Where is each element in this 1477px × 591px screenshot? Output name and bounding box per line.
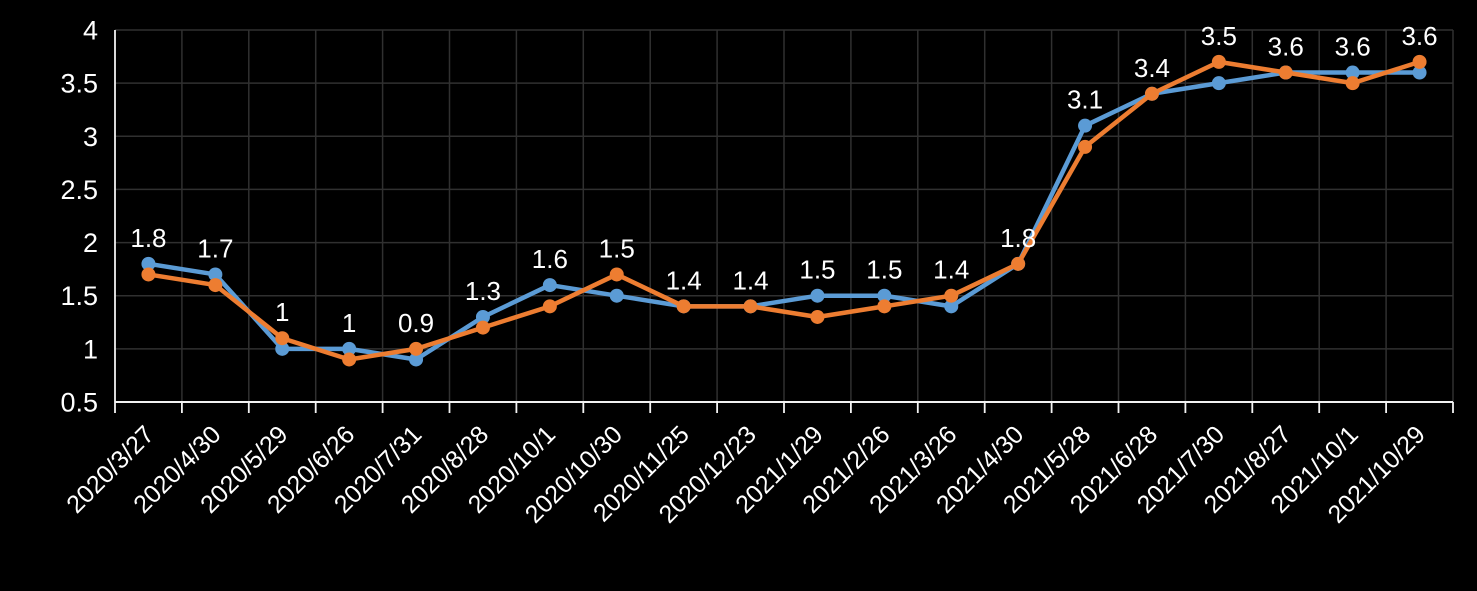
y-tick-label: 4 [83, 16, 98, 46]
orange-series-marker [1144, 86, 1159, 101]
blue-series-marker [1211, 76, 1226, 91]
orange-series-marker [275, 331, 290, 346]
y-tick-label: 3 [83, 122, 98, 152]
orange-series-marker [743, 299, 758, 314]
data-label: 3.6 [1401, 21, 1437, 51]
orange-series-marker [342, 352, 357, 367]
y-tick-label: 2.5 [60, 175, 98, 205]
orange-series-marker [1412, 54, 1427, 69]
data-label: 1.7 [197, 233, 233, 263]
orange-series-marker [141, 267, 156, 282]
data-label: 0.9 [398, 308, 434, 338]
data-label: 1.4 [933, 255, 969, 285]
blue-series-marker [141, 256, 156, 271]
data-label: 1.5 [866, 255, 902, 285]
blue-series-marker [609, 288, 624, 303]
blue-series-marker [944, 299, 959, 314]
data-label: 1.4 [732, 265, 768, 295]
orange-series-marker [208, 278, 223, 293]
data-label: 1.3 [465, 276, 501, 306]
blue-series-marker [275, 341, 290, 356]
blue-series-line [146, 70, 1422, 362]
y-tick-label: 2 [83, 228, 98, 258]
data-label: 3.5 [1201, 21, 1237, 51]
blue-series-marker [877, 288, 892, 303]
blue-series-marker [1078, 118, 1093, 133]
blue-series-marker [542, 278, 557, 293]
blue-series-marker [810, 288, 825, 303]
blue-series-marker [409, 352, 424, 367]
data-label: 1.4 [666, 265, 702, 295]
data-label: 1 [275, 297, 289, 327]
blue-series-marker [1345, 65, 1360, 80]
data-label: 3.6 [1335, 32, 1371, 62]
data-label: 1.6 [532, 244, 568, 274]
orange-series-line [146, 59, 1422, 362]
orange-series-marker [944, 288, 959, 303]
data-label: 1 [342, 308, 356, 338]
data-label: 1.5 [799, 255, 835, 285]
orange-series-marker [877, 299, 892, 314]
y-tick-label: 1 [83, 334, 98, 364]
orange-series-marker [1011, 256, 1026, 271]
y-tick-label: 0.5 [60, 388, 98, 418]
orange-series-marker [1345, 76, 1360, 91]
orange-series-marker [542, 299, 557, 314]
blue-series-marker [475, 309, 490, 324]
orange-series-marker [409, 341, 424, 356]
orange-series-marker [1211, 54, 1226, 69]
data-label: 3.4 [1134, 53, 1170, 83]
y-tick-label: 1.5 [60, 281, 98, 311]
orange-series-marker [1278, 65, 1293, 80]
y-tick-label: 3.5 [60, 69, 98, 99]
orange-series-marker [475, 320, 490, 335]
orange-series-marker [1078, 139, 1093, 154]
blue-series-marker [208, 267, 223, 282]
blue-series-marker [342, 341, 357, 356]
data-label: 3.6 [1268, 32, 1304, 62]
data-label: 1.5 [599, 233, 635, 263]
orange-series-marker [609, 267, 624, 282]
blue-series-marker [1412, 65, 1427, 80]
orange-series-marker [676, 299, 691, 314]
orange-series-marker [810, 309, 825, 324]
data-label: 1.8 [1000, 223, 1036, 253]
data-label: 1.8 [130, 223, 166, 253]
data-label: 3.1 [1067, 85, 1103, 115]
